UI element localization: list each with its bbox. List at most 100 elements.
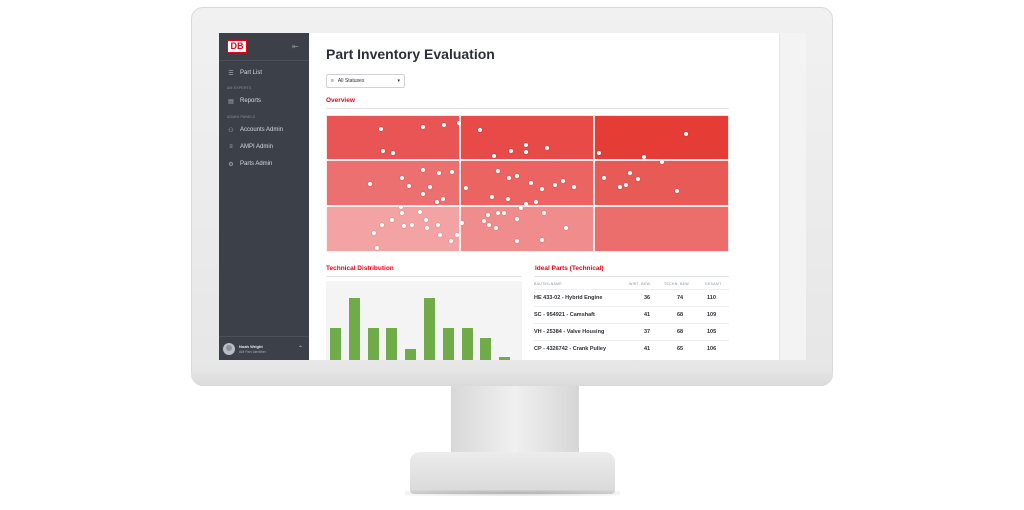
part-dot[interactable]: [501, 210, 507, 216]
scrollbar-track[interactable]: [779, 33, 806, 360]
distribution-bar[interactable]: [367, 327, 379, 360]
part-dot[interactable]: [514, 216, 520, 222]
part-dot[interactable]: [440, 196, 446, 202]
sidebar-item-ampi-admin[interactable]: ≡ AMPI Admin: [227, 140, 273, 154]
part-dot[interactable]: [505, 196, 511, 202]
part-dot[interactable]: [508, 148, 514, 154]
part-dot[interactable]: [409, 222, 415, 228]
distribution-bar[interactable]: [330, 327, 341, 360]
part-dot[interactable]: [518, 205, 524, 211]
part-dot[interactable]: [398, 204, 404, 210]
part-dot[interactable]: [380, 148, 386, 154]
part-dot[interactable]: [539, 237, 545, 243]
part-dot[interactable]: [420, 167, 426, 173]
part-dot[interactable]: [427, 184, 433, 190]
part-dot[interactable]: [441, 122, 447, 128]
part-dot[interactable]: [390, 150, 396, 156]
sidebar-item-reports[interactable]: ▤ Reports: [227, 94, 261, 108]
part-dot[interactable]: [641, 154, 647, 160]
part-dot[interactable]: [371, 230, 377, 236]
part-dot[interactable]: [541, 210, 547, 216]
part-dot[interactable]: [596, 150, 602, 156]
part-dot[interactable]: [571, 184, 577, 190]
distribution-bar[interactable]: [386, 327, 398, 360]
part-dot[interactable]: [374, 245, 380, 251]
part-dot[interactable]: [459, 220, 465, 226]
chevron-up-icon[interactable]: ⌃: [297, 346, 303, 352]
part-dot[interactable]: [635, 176, 641, 182]
distribution-bar[interactable]: [499, 356, 511, 360]
distribution-bar[interactable]: [442, 327, 454, 360]
table-row[interactable]: SC - 954921 - Camshaft 41 68 109: [534, 306, 729, 323]
part-dot[interactable]: [477, 127, 483, 133]
part-dot[interactable]: [367, 181, 373, 187]
part-dot[interactable]: [434, 199, 440, 205]
part-dot[interactable]: [623, 182, 629, 188]
table-row[interactable]: VH - 25384 - Valve Housing 37 68 105: [534, 323, 729, 340]
table-row[interactable]: CP - 4326742 - Crank Pulley 41 65 106: [534, 340, 729, 357]
part-dot[interactable]: [399, 175, 405, 181]
part-dot[interactable]: [539, 186, 545, 192]
sidebar-item-accounts-admin[interactable]: ⚇ Accounts Admin: [227, 123, 283, 137]
part-dot[interactable]: [423, 217, 429, 223]
part-dot[interactable]: [437, 232, 443, 238]
part-dot[interactable]: [506, 175, 512, 181]
part-dot[interactable]: [514, 238, 520, 244]
part-dot[interactable]: [683, 131, 689, 137]
db-logo[interactable]: DB: [227, 40, 247, 53]
column-header[interactable]: WIRT. BEW.: [629, 282, 652, 286]
part-dot[interactable]: [563, 225, 569, 231]
part-dot[interactable]: [424, 225, 430, 231]
part-dot[interactable]: [401, 223, 407, 229]
part-dot[interactable]: [523, 201, 529, 207]
distribution-bar[interactable]: [480, 337, 492, 360]
part-dot[interactable]: [495, 210, 501, 216]
part-dot[interactable]: [523, 149, 529, 155]
part-dot[interactable]: [379, 222, 385, 228]
distribution-bar[interactable]: [405, 349, 417, 360]
table-row[interactable]: HE 433-02 - Hybrid Engine 36 74 110: [534, 289, 729, 306]
status-filter-dropdown[interactable]: ≡ All Statuses ▾: [326, 74, 405, 88]
part-dot[interactable]: [454, 232, 460, 238]
part-dot[interactable]: [489, 194, 495, 200]
part-dot[interactable]: [417, 209, 423, 215]
part-dot[interactable]: [448, 238, 454, 244]
part-dot[interactable]: [617, 184, 623, 190]
column-header[interactable]: TECHN. BEW.: [664, 282, 691, 286]
part-dot[interactable]: [420, 124, 426, 130]
part-dot[interactable]: [389, 217, 395, 223]
part-dot[interactable]: [406, 183, 412, 189]
sidebar-item-parts-admin[interactable]: ⚙ Parts Admin: [227, 157, 272, 171]
part-dot[interactable]: [544, 145, 550, 151]
distribution-bar[interactable]: [348, 298, 360, 360]
part-dot[interactable]: [456, 120, 462, 126]
part-dot[interactable]: [674, 188, 680, 194]
part-dot[interactable]: [528, 180, 534, 186]
column-header[interactable]: BAUTEILNAME: [534, 282, 562, 286]
part-dot[interactable]: [486, 222, 492, 228]
part-dot[interactable]: [463, 185, 469, 191]
part-dot[interactable]: [481, 218, 487, 224]
column-header[interactable]: GESAMT: [705, 282, 722, 286]
part-dot[interactable]: [514, 173, 520, 179]
part-dot[interactable]: [420, 191, 426, 197]
part-dot[interactable]: [378, 126, 384, 132]
part-dot[interactable]: [560, 178, 566, 184]
part-dot[interactable]: [435, 222, 441, 228]
sidebar-item-part-list[interactable]: ☰ Part List: [227, 66, 262, 80]
part-dot[interactable]: [523, 142, 529, 148]
distribution-bar[interactable]: [461, 327, 473, 360]
part-dot[interactable]: [436, 170, 442, 176]
part-dot[interactable]: [495, 168, 501, 174]
part-dot[interactable]: [552, 182, 558, 188]
distribution-bar[interactable]: [424, 298, 435, 360]
part-dot[interactable]: [627, 170, 633, 176]
part-dot[interactable]: [399, 210, 405, 216]
part-dot[interactable]: [485, 212, 491, 218]
part-dot[interactable]: [601, 175, 607, 181]
part-dot[interactable]: [493, 225, 499, 231]
collapse-sidebar-icon[interactable]: ⇤: [292, 42, 299, 51]
user-profile[interactable]: Noah Wright AM Part Identifier ⌃: [219, 336, 309, 360]
part-dot[interactable]: [491, 153, 497, 159]
part-dot[interactable]: [659, 159, 665, 165]
